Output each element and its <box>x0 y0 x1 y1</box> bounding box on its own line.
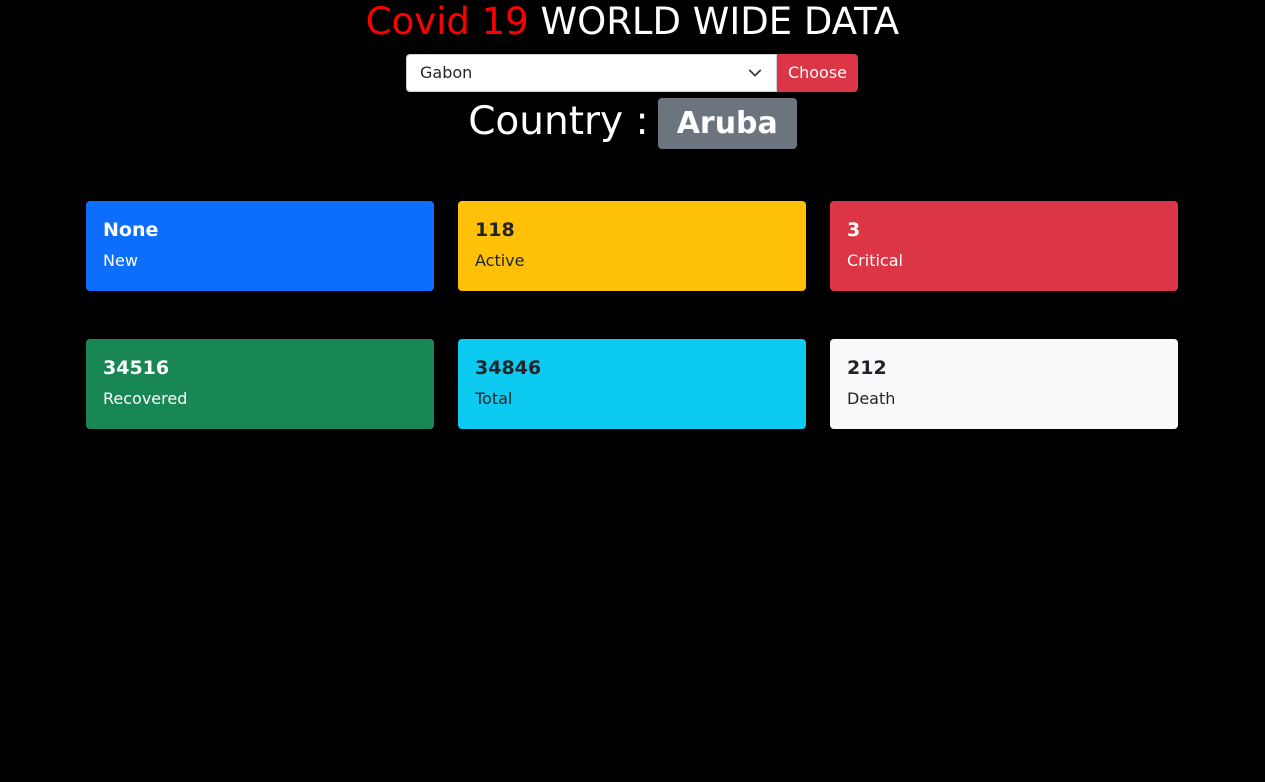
stat-label-total: Total <box>475 389 513 408</box>
stat-card-recovered: 34516 Recovered <box>86 339 434 429</box>
stat-label-death: Death <box>847 389 896 408</box>
stat-value-total: 34846 <box>475 357 542 379</box>
stat-value-new: None <box>103 219 159 241</box>
chevron-down-icon <box>748 69 762 77</box>
country-select[interactable]: Gabon <box>406 54 777 92</box>
country-heading: Country : Aruba <box>0 94 1265 149</box>
stat-card-total: 34846 Total <box>458 339 806 429</box>
stat-card-new: None New <box>86 201 434 291</box>
stat-label-critical: Critical <box>847 251 903 270</box>
country-label: Country : <box>468 98 649 144</box>
stat-card-death: 212 Death <box>830 339 1178 429</box>
choose-button[interactable]: Choose <box>777 54 858 92</box>
stat-label-recovered: Recovered <box>103 389 188 408</box>
stat-value-death: 212 <box>847 357 887 379</box>
stat-value-active: 118 <box>475 219 515 241</box>
stat-value-recovered: 34516 <box>103 357 170 379</box>
country-badge: Aruba <box>657 98 797 149</box>
stat-card-active: 118 Active <box>458 201 806 291</box>
stat-card-critical: 3 Critical <box>830 201 1178 291</box>
stat-label-active: Active <box>475 251 525 270</box>
title-rest: WORLD WIDE DATA <box>540 0 900 43</box>
country-form: Gabon Choose <box>406 54 858 92</box>
stat-value-critical: 3 <box>847 219 861 241</box>
page-title: Covid 19 WORLD WIDE DATA <box>0 0 1265 44</box>
stat-label-new: New <box>103 251 138 270</box>
title-accent: Covid 19 <box>365 0 529 43</box>
country-select-value: Gabon <box>420 63 473 82</box>
